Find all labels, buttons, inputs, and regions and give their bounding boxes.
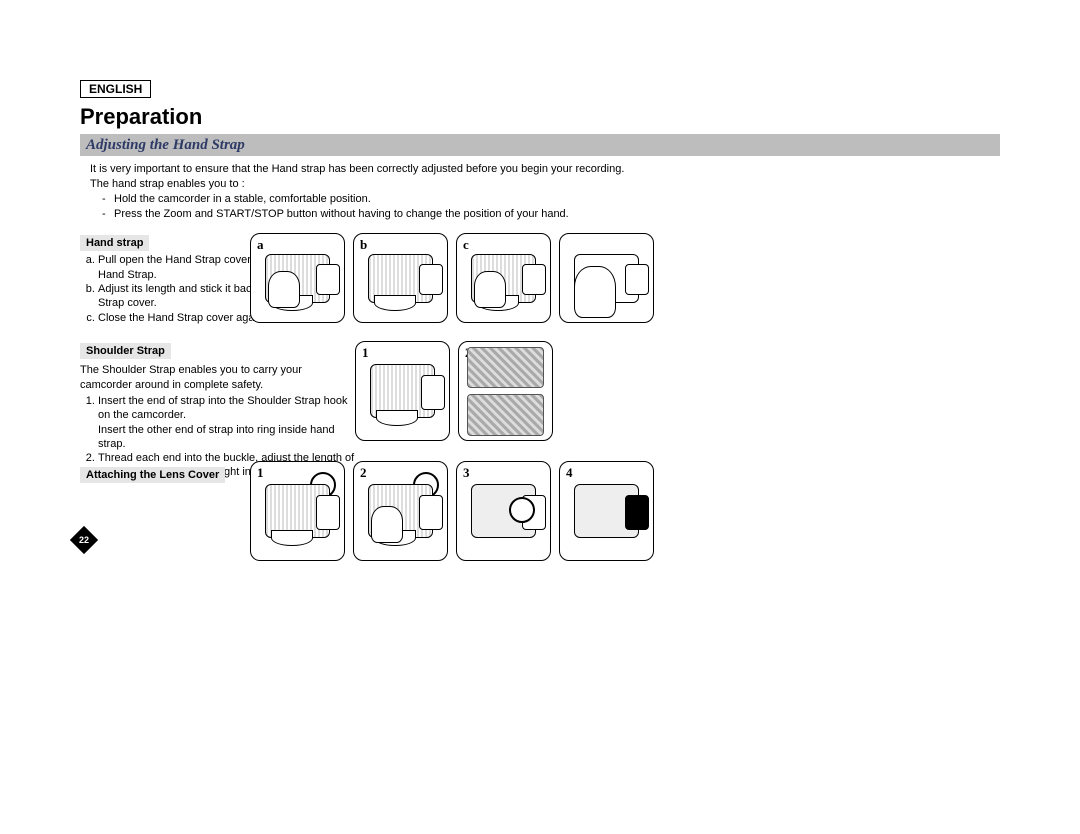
hand-strap-figures: a b c	[250, 233, 654, 323]
section-title-bar: Adjusting the Hand Strap	[80, 134, 1000, 156]
camcorder-illustration-icon	[457, 234, 550, 322]
hand-holding-camcorder-icon	[560, 234, 653, 322]
figure-hand-strap-a: a	[250, 233, 345, 323]
figure-lens-2: 2	[353, 461, 448, 561]
intro-bullet: Hold the camcorder in a stable, comforta…	[102, 192, 1000, 207]
page-number-badge: 22	[70, 526, 98, 554]
camcorder-illustration-icon	[251, 234, 344, 322]
figure-shoulder-1: 1	[355, 341, 450, 441]
lens-cover-heading: Attaching the Lens Cover	[80, 467, 225, 483]
language-label: ENGLISH	[80, 80, 151, 98]
figure-hand-holding	[559, 233, 654, 323]
figure-hand-strap-c: c	[456, 233, 551, 323]
hand-strap-heading: Hand strap	[80, 235, 149, 251]
camcorder-lens-icon	[354, 462, 447, 560]
camcorder-with-strap-icon	[356, 342, 449, 440]
shoulder-strap-heading: Shoulder Strap	[80, 343, 171, 359]
intro-text: It is very important to ensure that the …	[90, 162, 1000, 221]
intro-bullet-list: Hold the camcorder in a stable, comforta…	[102, 192, 1000, 222]
figure-hand-strap-b: b	[353, 233, 448, 323]
shoulder-strap-section: Shoulder Strap The Shoulder Strap enable…	[80, 341, 340, 479]
figure-lens-3: 3	[456, 461, 551, 561]
camcorder-lens-icon	[560, 462, 653, 560]
shoulder-strap-step: Insert the end of strap into the Shoulde…	[98, 394, 358, 451]
section-title: Adjusting the Hand Strap	[86, 137, 245, 153]
camcorder-lens-icon	[251, 462, 344, 560]
intro-line-1: It is very important to ensure that the …	[90, 162, 1000, 177]
figure-lens-4: 4	[559, 461, 654, 561]
figure-lens-1: 1	[250, 461, 345, 561]
intro-line-2: The hand strap enables you to :	[90, 177, 1000, 192]
intro-bullet: Press the Zoom and START/STOP button wit…	[102, 207, 1000, 222]
shoulder-strap-figures: 1 2	[355, 341, 553, 441]
shoulder-strap-lead: The Shoulder Strap enables you to carry …	[80, 363, 340, 392]
figure-shoulder-2: 2	[458, 341, 553, 441]
camcorder-lens-icon	[457, 462, 550, 560]
page-number: 22	[79, 535, 89, 545]
chapter-title: Preparation	[80, 104, 1000, 130]
lens-cover-section: Attaching the Lens Cover	[80, 465, 225, 483]
strap-buckle-icon	[459, 342, 552, 440]
camcorder-illustration-icon	[354, 234, 447, 322]
lens-cover-figures: 1 2 3 4	[250, 461, 654, 561]
page-content: ENGLISH Preparation Adjusting the Hand S…	[80, 80, 1000, 233]
